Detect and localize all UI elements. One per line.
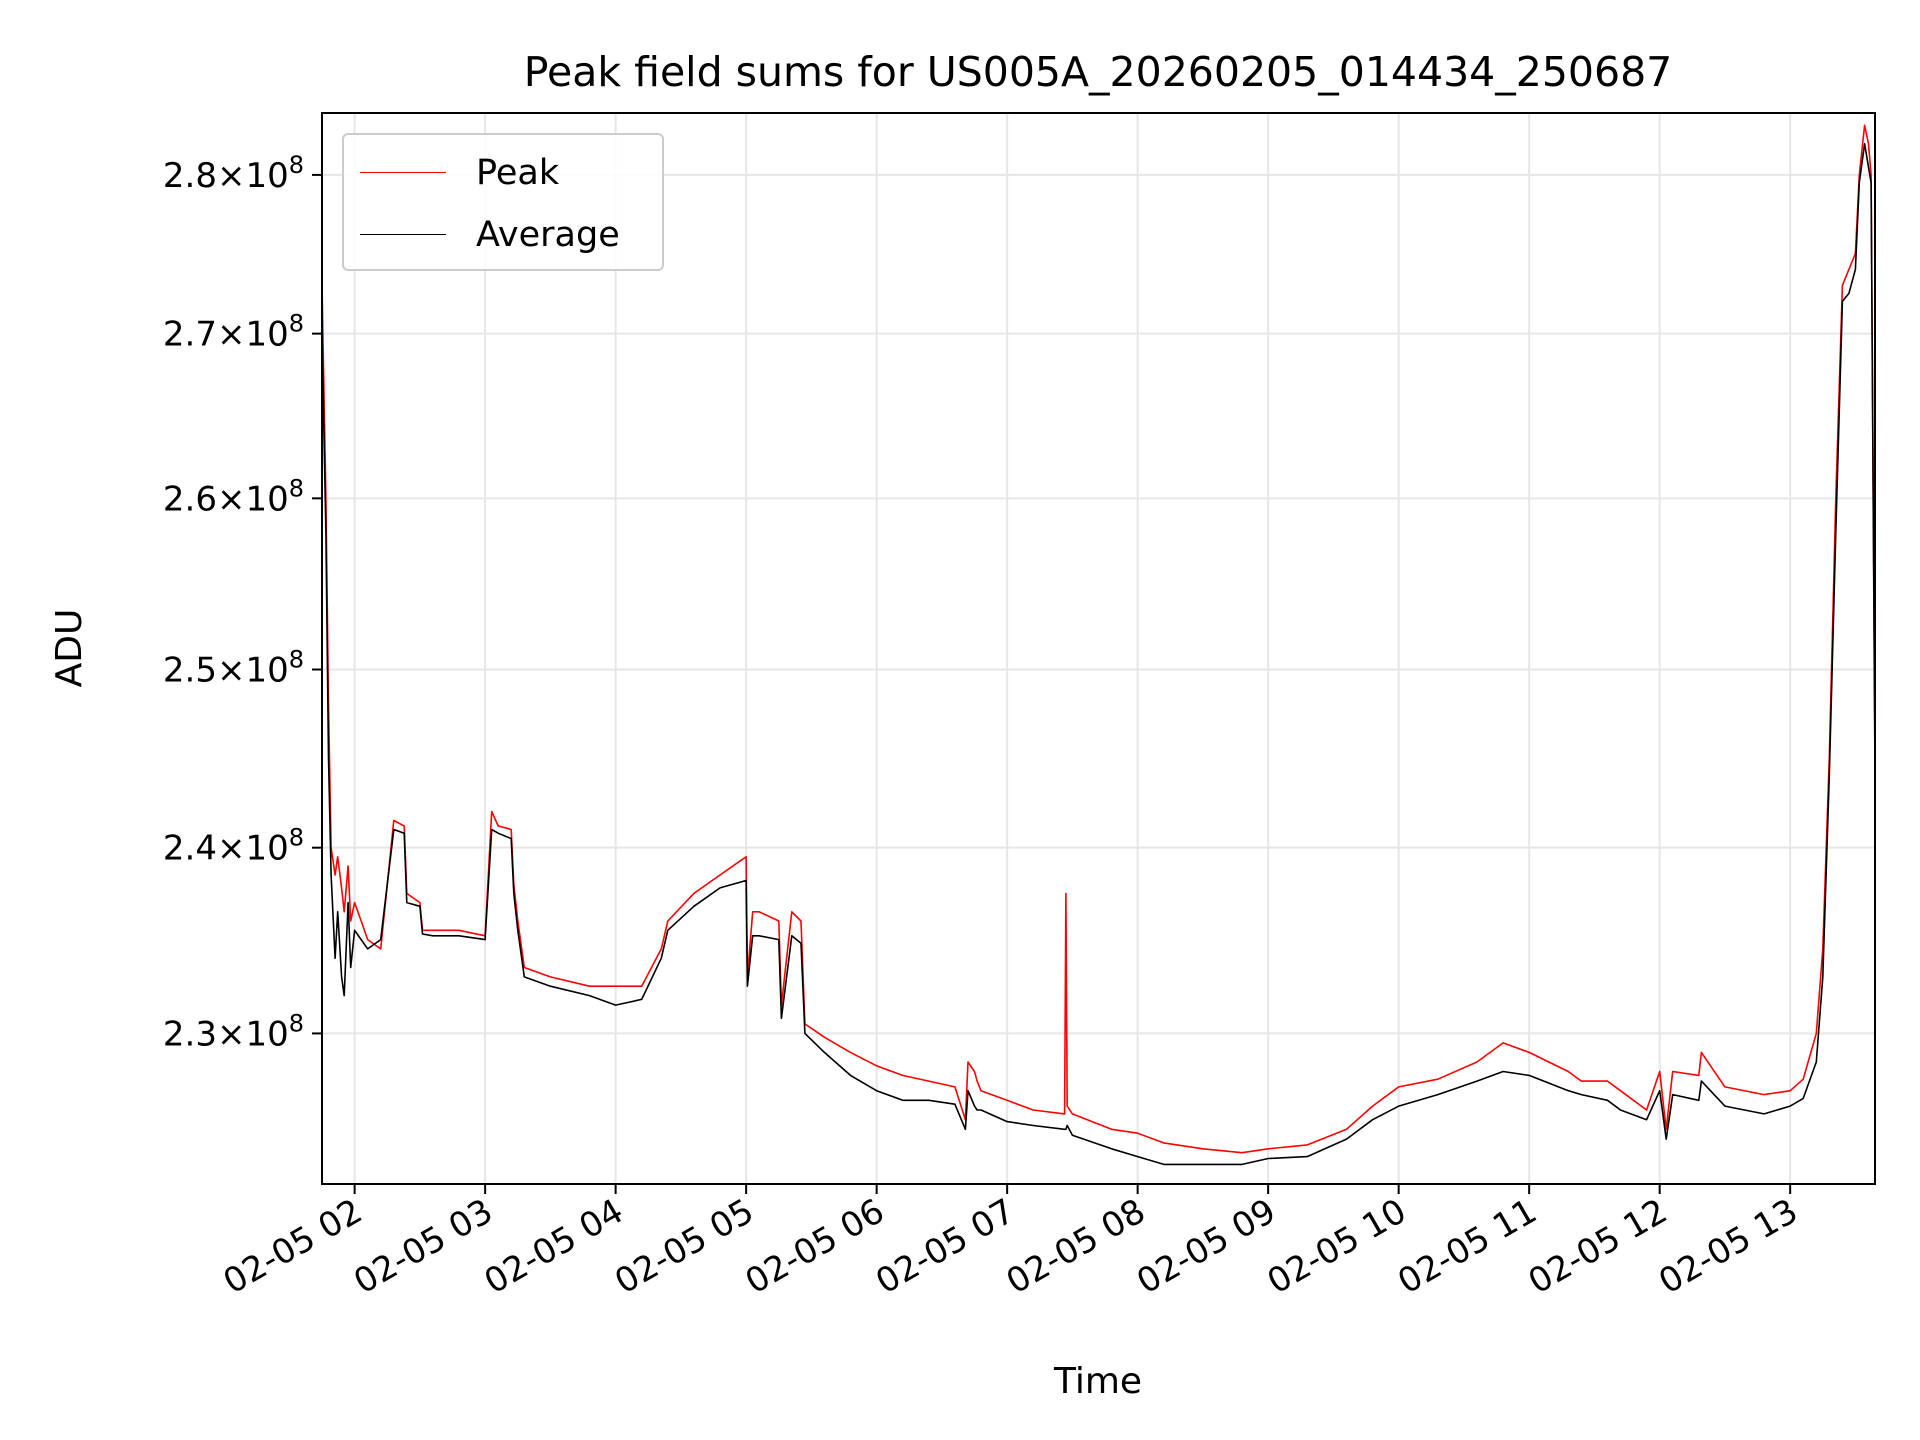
y-tick-exponent: 8 <box>289 1009 304 1037</box>
y-tick-times-ten: ×10 <box>217 315 289 355</box>
legend-item-average: Average <box>344 215 662 255</box>
y-tick-exponent: 8 <box>289 474 304 502</box>
legend: Peak Average <box>342 133 664 271</box>
y-tick-mantissa: 2.5 <box>163 651 217 691</box>
legend-item-peak: Peak <box>344 153 662 193</box>
y-tick-times-ten: ×10 <box>217 1014 289 1054</box>
plot-frame <box>321 112 1876 1185</box>
y-tick-times-ten: ×10 <box>217 479 289 519</box>
y-tick-times-ten: ×10 <box>217 829 289 869</box>
legend-swatch-average <box>360 234 446 235</box>
y-tick-label: 2.3×108 <box>163 1009 304 1054</box>
legend-label-average: Average <box>476 215 620 255</box>
y-tick-label: 2.8×108 <box>163 151 304 196</box>
y-tick-mantissa: 2.4 <box>163 829 217 869</box>
x-axis-label: Time <box>1053 1361 1142 1402</box>
y-tick-exponent: 8 <box>289 646 304 674</box>
y-tick-label: 2.5×108 <box>163 646 304 691</box>
y-tick-exponent: 8 <box>289 151 304 179</box>
y-tick-mantissa: 2.6 <box>163 479 217 519</box>
y-tick-label: 2.7×108 <box>163 310 304 355</box>
y-tick-mantissa: 2.8 <box>163 156 217 196</box>
y-tick-label: 2.6×108 <box>163 474 304 519</box>
y-tick-mantissa: 2.3 <box>163 1014 217 1054</box>
chart-title: Peak field sums for US005A_20260205_0144… <box>524 48 1673 96</box>
series-line-peak <box>321 124 1876 1154</box>
y-tick-exponent: 8 <box>289 824 304 852</box>
y-tick-times-ten: ×10 <box>217 651 289 691</box>
legend-swatch-peak <box>360 172 446 173</box>
y-tick-label: 2.4×108 <box>163 824 304 869</box>
y-tick-mantissa: 2.7 <box>163 315 217 355</box>
y-axis-ticks: 2.3×1082.4×1082.5×1082.6×1082.7×1082.8×1… <box>163 151 322 1054</box>
series-line-average <box>321 143 1876 1166</box>
legend-label-peak: Peak <box>476 153 560 193</box>
x-grid <box>353 113 1792 1184</box>
series-layer <box>321 124 1876 1166</box>
y-tick-times-ten: ×10 <box>217 156 289 196</box>
y-tick-exponent: 8 <box>289 310 304 338</box>
y-axis-label: ADU <box>49 609 90 688</box>
